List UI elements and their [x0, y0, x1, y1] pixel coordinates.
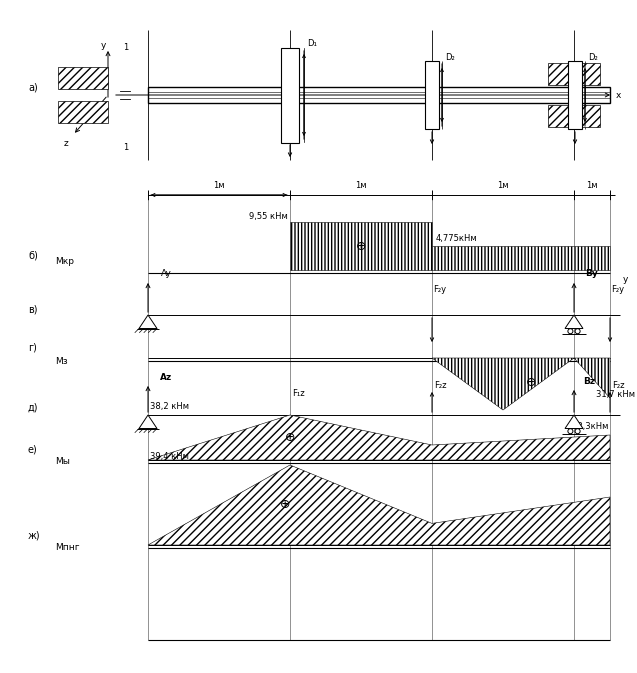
Bar — [58, 101, 108, 123]
Text: F₂y: F₂y — [612, 285, 624, 295]
Text: ⊕: ⊕ — [355, 240, 366, 252]
Polygon shape — [432, 358, 574, 410]
Text: е): е) — [28, 445, 38, 455]
Text: ⊖: ⊖ — [526, 376, 536, 390]
Text: Mз: Mз — [55, 357, 68, 365]
Bar — [58, 67, 108, 89]
Text: 1м: 1м — [213, 180, 225, 190]
Text: F₂z: F₂z — [612, 380, 624, 390]
Text: Mкр: Mкр — [55, 258, 74, 267]
Text: 1м: 1м — [586, 180, 598, 190]
Text: 1м: 1м — [497, 180, 509, 190]
Bar — [281, 48, 299, 143]
Text: г): г) — [28, 343, 37, 353]
Text: 1: 1 — [124, 42, 129, 52]
Text: 38,2 кНм: 38,2 кНм — [150, 402, 189, 411]
Polygon shape — [290, 222, 432, 270]
Text: D₂: D₂ — [445, 52, 455, 61]
Text: 4,775кНм: 4,775кНм — [436, 234, 478, 242]
Text: 1м: 1м — [355, 180, 367, 190]
Text: в): в) — [28, 305, 38, 315]
Text: D₂: D₂ — [588, 52, 598, 61]
Text: б): б) — [28, 250, 38, 260]
Polygon shape — [139, 315, 157, 328]
Text: ⊕: ⊕ — [280, 499, 290, 511]
Text: F₂y: F₂y — [433, 285, 447, 295]
Bar — [548, 63, 600, 85]
Text: д): д) — [28, 403, 38, 413]
Bar — [568, 61, 582, 129]
Text: 18,3кНм: 18,3кНм — [571, 423, 608, 431]
Text: D₁: D₁ — [307, 40, 317, 48]
Text: a): a) — [28, 83, 38, 93]
Bar — [148, 87, 610, 103]
Polygon shape — [565, 315, 583, 328]
Text: Mпнг: Mпнг — [55, 544, 80, 553]
Text: Ay: Ay — [161, 269, 171, 277]
Text: z: z — [64, 139, 68, 147]
Text: y: y — [622, 275, 627, 285]
Text: 1: 1 — [124, 143, 129, 153]
Text: x: x — [615, 90, 620, 100]
Bar — [548, 105, 600, 127]
Text: y: y — [100, 40, 106, 50]
Text: 9,55 кНм: 9,55 кНм — [249, 213, 288, 221]
Polygon shape — [432, 246, 610, 270]
Text: F₂z: F₂z — [434, 380, 447, 390]
Text: Bz: Bz — [583, 378, 595, 386]
Polygon shape — [139, 415, 157, 429]
Text: Az: Az — [160, 372, 172, 382]
Text: ⊕: ⊕ — [285, 431, 296, 444]
Text: 31,7 кНм: 31,7 кНм — [596, 390, 636, 400]
Text: Mы: Mы — [55, 458, 70, 466]
Text: F₁z: F₁z — [292, 388, 304, 398]
Text: 39,4 кНм: 39,4 кНм — [150, 452, 189, 460]
Polygon shape — [148, 415, 610, 460]
Bar — [425, 61, 439, 129]
Polygon shape — [148, 465, 610, 545]
Polygon shape — [565, 415, 583, 429]
Polygon shape — [574, 358, 610, 398]
Text: By: By — [585, 269, 598, 277]
Text: ж): ж) — [28, 530, 41, 540]
